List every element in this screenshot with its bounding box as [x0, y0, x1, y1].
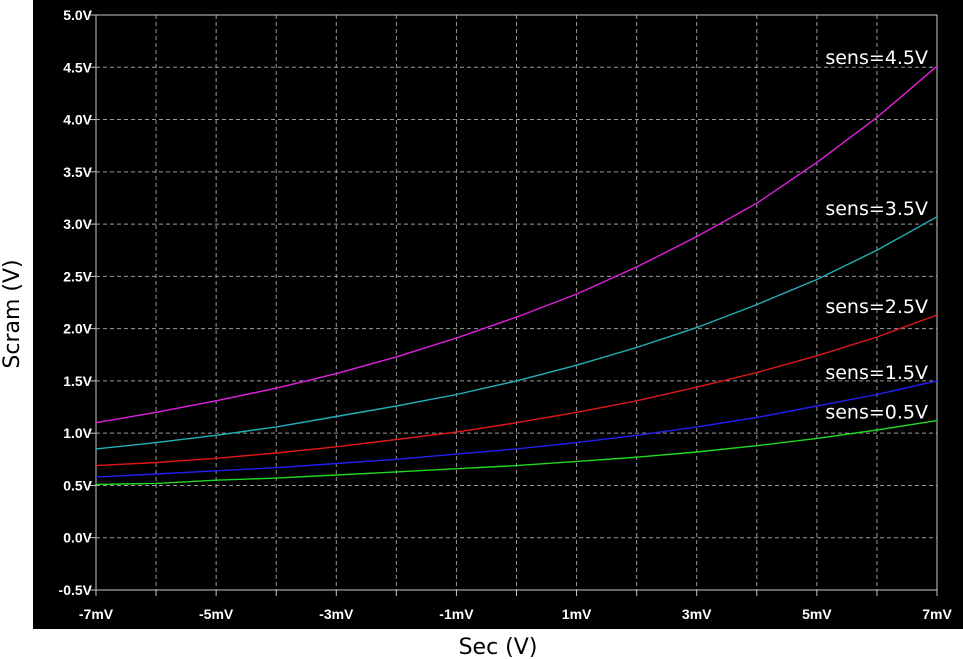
- y-tick-label: 0.5V: [63, 477, 92, 493]
- series-label: sens=1.5V: [825, 362, 928, 384]
- y-tick-label: 2.0V: [63, 321, 92, 337]
- y-tick-label: 3.5V: [63, 164, 92, 180]
- series-line: [95, 380, 938, 478]
- series-label: sens=0.5V: [825, 402, 928, 424]
- series-label: sens=4.5V: [825, 47, 928, 69]
- y-tick-label: 0.0V: [63, 530, 92, 546]
- x-tick-label: -7mV: [79, 606, 114, 622]
- y-tick-label: 4.0V: [63, 112, 92, 128]
- x-tick-label: 1mV: [562, 606, 592, 622]
- y-tick-label: 4.5V: [63, 59, 92, 75]
- series-label: sens=3.5V: [825, 198, 928, 220]
- series-labels: sens=4.5V sens=3.5V sens=2.5V sens=1.5V sens…: [825, 47, 928, 423]
- y-tick-label: 2.5V: [63, 268, 92, 284]
- x-tick-label: 5mV: [802, 606, 832, 622]
- chart-frame: [33, 0, 963, 629]
- grid: [96, 15, 937, 590]
- y-tick-label: 1.0V: [63, 425, 92, 441]
- x-tick-label: -5mV: [199, 606, 234, 622]
- y-axis-title: Scram (V): [0, 259, 25, 368]
- y-tick-label: 5.0V: [63, 7, 92, 23]
- x-tick-label: -3mV: [319, 606, 354, 622]
- y-tick-label: 1.5V: [63, 373, 92, 389]
- x-axis-title: Sec (V): [459, 635, 538, 659]
- x-tick-label: -1mV: [439, 606, 474, 622]
- y-tick-label: 3.0V: [63, 216, 92, 232]
- series-line: [95, 314, 938, 467]
- series-line: [95, 419, 938, 486]
- series-line: [95, 216, 938, 450]
- x-tick-label: 3mV: [682, 606, 712, 622]
- series-label: sens=2.5V: [825, 296, 928, 318]
- y-tick-label: -0.5V: [59, 582, 93, 598]
- series-lines: [95, 65, 938, 486]
- series-line: [95, 65, 938, 424]
- x-tick-label: 7mV: [922, 606, 952, 622]
- axis-ticks: -7mV -5mV -3mV -1mV 1mV 3mV 5mV 7mV -0.5V 0.0V 0.5…: [59, 7, 953, 622]
